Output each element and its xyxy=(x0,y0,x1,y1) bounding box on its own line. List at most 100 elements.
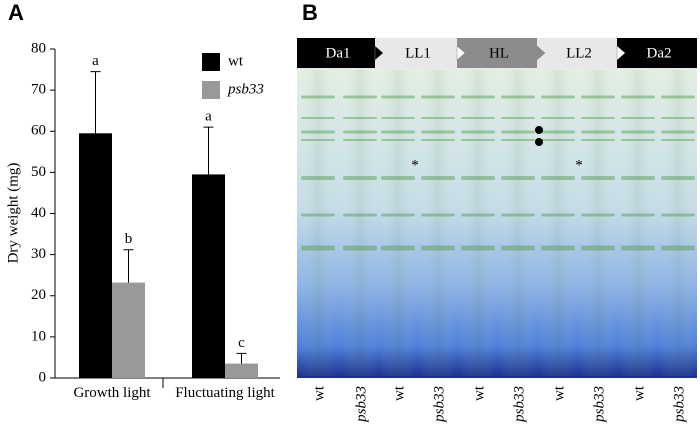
band xyxy=(501,139,535,141)
phase-label: Da1 xyxy=(326,45,351,61)
band xyxy=(381,139,415,141)
band xyxy=(661,245,695,251)
band xyxy=(581,95,615,99)
band xyxy=(661,130,695,134)
phase-label: HL xyxy=(489,45,509,61)
phase-arrow xyxy=(456,45,466,61)
x-tick-label: Growth light xyxy=(73,385,151,401)
band xyxy=(661,176,695,180)
band xyxy=(541,130,575,134)
band xyxy=(461,176,495,180)
phase-label: LL2 xyxy=(566,45,592,61)
lane xyxy=(420,70,456,376)
phase-box xyxy=(375,38,457,68)
band xyxy=(581,139,615,141)
band xyxy=(381,117,415,119)
band xyxy=(541,95,575,99)
lane xyxy=(342,70,378,376)
legend-swatch xyxy=(202,53,220,71)
y-tick-label: 80 xyxy=(31,40,46,56)
bar xyxy=(79,133,112,378)
phase-label: Da2 xyxy=(647,45,672,61)
error-bar xyxy=(123,249,134,283)
band xyxy=(461,95,495,99)
y-tick-label: 40 xyxy=(31,205,46,221)
y-tick-label: 70 xyxy=(31,82,46,98)
band xyxy=(421,245,455,251)
band xyxy=(301,139,335,141)
band xyxy=(581,130,615,134)
band xyxy=(301,117,335,119)
band xyxy=(461,117,495,119)
x-tick-label: Fluctuating light xyxy=(175,385,275,401)
lane-label: wt xyxy=(311,385,327,401)
band xyxy=(343,176,377,180)
error-bar xyxy=(90,71,101,134)
lane-label: psb33 xyxy=(353,386,369,423)
band xyxy=(621,130,655,134)
lane xyxy=(380,70,416,376)
band xyxy=(501,176,535,180)
band xyxy=(621,245,655,251)
error-bar xyxy=(203,126,214,175)
phase-arrow xyxy=(374,45,384,61)
band xyxy=(421,130,455,134)
band xyxy=(541,213,575,217)
band xyxy=(343,130,377,134)
band xyxy=(621,139,655,141)
y-tick-label: 50 xyxy=(31,164,46,180)
panel-label: A xyxy=(8,0,24,25)
lane xyxy=(500,70,536,376)
band xyxy=(381,213,415,217)
lane-label: wt xyxy=(391,385,407,401)
band xyxy=(501,245,535,251)
band xyxy=(621,213,655,217)
band xyxy=(661,117,695,119)
phase-label: LL1 xyxy=(405,45,431,61)
band xyxy=(301,245,335,251)
band xyxy=(661,95,695,99)
band xyxy=(541,245,575,251)
lane-label: wt xyxy=(551,385,567,401)
band xyxy=(421,117,455,119)
y-tick-label: 30 xyxy=(31,246,46,262)
band xyxy=(581,213,615,217)
band xyxy=(421,176,455,180)
phase-box xyxy=(297,38,375,68)
annotation: * xyxy=(575,157,583,173)
band xyxy=(343,117,377,119)
band xyxy=(381,95,415,99)
band xyxy=(461,130,495,134)
phase-arrow xyxy=(536,45,546,61)
band xyxy=(343,95,377,99)
band xyxy=(541,176,575,180)
band xyxy=(421,139,455,141)
lane-label: psb33 xyxy=(511,386,527,423)
panel-label: B xyxy=(302,0,318,25)
error-bar xyxy=(236,352,247,364)
legend-label: wt xyxy=(228,53,244,69)
band xyxy=(301,213,335,217)
lane-label: wt xyxy=(631,385,647,401)
significance-letter: a xyxy=(92,53,99,69)
lane xyxy=(660,70,696,376)
bar xyxy=(112,282,145,378)
phase-box xyxy=(617,38,697,68)
band xyxy=(301,95,335,99)
band xyxy=(501,213,535,217)
band xyxy=(621,95,655,99)
band xyxy=(461,245,495,251)
lane-label: wt xyxy=(471,385,487,401)
band xyxy=(621,176,655,180)
band xyxy=(581,117,615,119)
y-axis-label: Dry weight (mg) xyxy=(5,163,21,264)
band xyxy=(461,213,495,217)
lane-label: psb33 xyxy=(591,386,607,423)
band xyxy=(581,245,615,251)
significance-letter: c xyxy=(238,335,245,351)
y-tick-label: 20 xyxy=(31,287,46,303)
band xyxy=(621,117,655,119)
band-dot xyxy=(535,138,543,146)
lane xyxy=(460,70,496,376)
